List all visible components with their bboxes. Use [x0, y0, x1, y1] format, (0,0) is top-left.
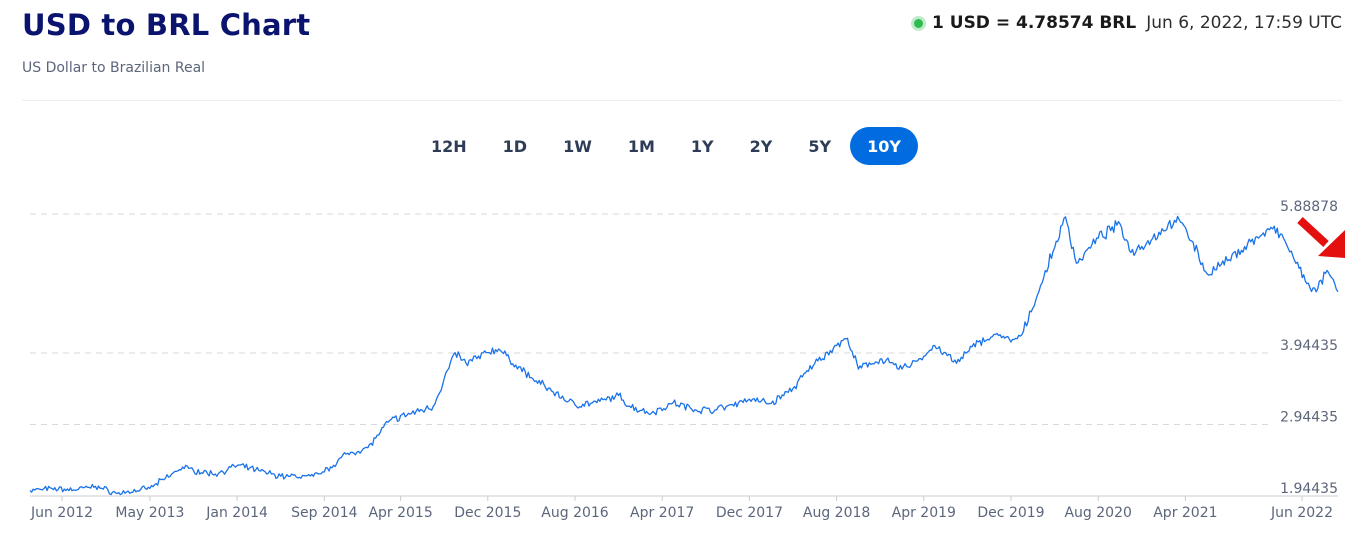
x-tick-label: Sep 2014: [291, 505, 358, 521]
x-tick-label: Aug 2018: [803, 505, 870, 521]
x-tick-label: Aug 2016: [541, 505, 609, 521]
x-tick-label: Dec 2015: [454, 505, 521, 521]
tab-5y[interactable]: 5Y: [808, 136, 832, 156]
x-tick-label: May 2013: [115, 505, 184, 521]
live-rate: 1 USD = 4.78574 BRL Jun 6, 2022, 17:59 U…: [914, 13, 1342, 33]
series-line: [29, 215, 1339, 496]
x-tick-label: Apr 2015: [368, 505, 432, 521]
x-tick-label: Dec 2019: [977, 505, 1044, 521]
x-tick-label: Apr 2017: [630, 505, 694, 521]
tab-10y[interactable]: 10Y: [850, 127, 918, 165]
header-divider: [22, 100, 1342, 101]
x-tick-label: Apr 2019: [892, 505, 956, 521]
y-tick-label: 2.94435: [1280, 410, 1338, 426]
annotation-arrow-shaft: [1297, 217, 1329, 247]
tab-1w[interactable]: 1W: [563, 136, 592, 156]
x-tick-label: Jan 2014: [205, 505, 268, 521]
tab-12h[interactable]: 12H: [431, 136, 467, 156]
y-tick-label: 5.88878: [1280, 199, 1338, 215]
tab-1y[interactable]: 1Y: [690, 136, 714, 156]
x-tick-label: Apr 2021: [1153, 505, 1217, 521]
x-tick-label: Dec 2017: [716, 505, 783, 521]
x-tick-label: Jun 2022: [1270, 505, 1333, 521]
annotation-arrow-head: [1318, 230, 1345, 258]
live-status-icon: [914, 18, 924, 28]
x-tick-label: Jun 2012: [30, 505, 93, 521]
rate-timestamp: Jun 6, 2022, 17:59 UTC: [1146, 13, 1342, 33]
page-title: USD to BRL Chart: [22, 8, 311, 42]
y-tick-label: 1.94435: [1280, 481, 1338, 497]
x-tick-label: Aug 2020: [1064, 505, 1131, 521]
range-tabs: 12H 1D 1W 1M 1Y 2Y 5Y 10Y: [414, 127, 920, 165]
tab-1d[interactable]: 1D: [502, 136, 528, 156]
page-subtitle: US Dollar to Brazilian Real: [22, 60, 206, 76]
y-tick-label: 3.94435: [1280, 338, 1338, 354]
tab-2y[interactable]: 2Y: [749, 136, 773, 156]
tab-1m[interactable]: 1M: [627, 136, 655, 156]
rate-value: 1 USD = 4.78574 BRL: [932, 13, 1137, 33]
